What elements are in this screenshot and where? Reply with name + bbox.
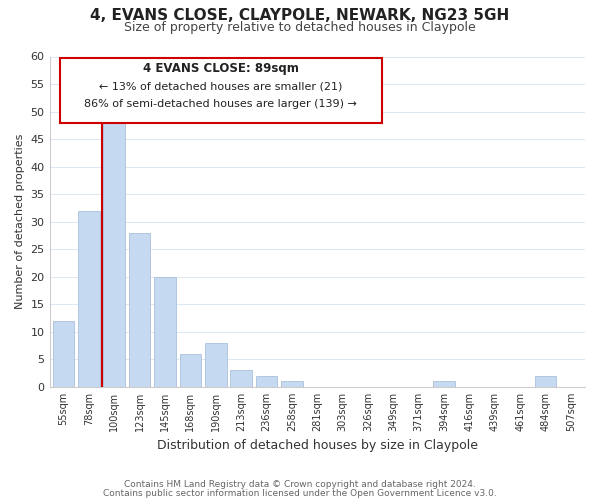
Bar <box>78 210 100 387</box>
Bar <box>230 370 252 387</box>
Text: 86% of semi-detached houses are larger (139) →: 86% of semi-detached houses are larger (… <box>85 100 358 110</box>
Bar <box>154 277 176 387</box>
FancyBboxPatch shape <box>60 58 382 122</box>
Text: ← 13% of detached houses are smaller (21): ← 13% of detached houses are smaller (21… <box>99 82 343 92</box>
Text: 4 EVANS CLOSE: 89sqm: 4 EVANS CLOSE: 89sqm <box>143 62 299 75</box>
Bar <box>433 382 455 387</box>
Text: 4, EVANS CLOSE, CLAYPOLE, NEWARK, NG23 5GH: 4, EVANS CLOSE, CLAYPOLE, NEWARK, NG23 5… <box>91 8 509 22</box>
X-axis label: Distribution of detached houses by size in Claypole: Distribution of detached houses by size … <box>157 440 478 452</box>
Bar <box>53 321 74 387</box>
Text: Contains HM Land Registry data © Crown copyright and database right 2024.: Contains HM Land Registry data © Crown c… <box>124 480 476 489</box>
Bar <box>205 343 227 387</box>
Bar <box>535 376 556 387</box>
Bar <box>281 382 302 387</box>
Bar <box>103 122 125 387</box>
Bar <box>129 232 151 387</box>
Bar <box>256 376 277 387</box>
Text: Contains public sector information licensed under the Open Government Licence v3: Contains public sector information licen… <box>103 488 497 498</box>
Bar <box>179 354 201 387</box>
Text: Size of property relative to detached houses in Claypole: Size of property relative to detached ho… <box>124 21 476 34</box>
Y-axis label: Number of detached properties: Number of detached properties <box>15 134 25 310</box>
